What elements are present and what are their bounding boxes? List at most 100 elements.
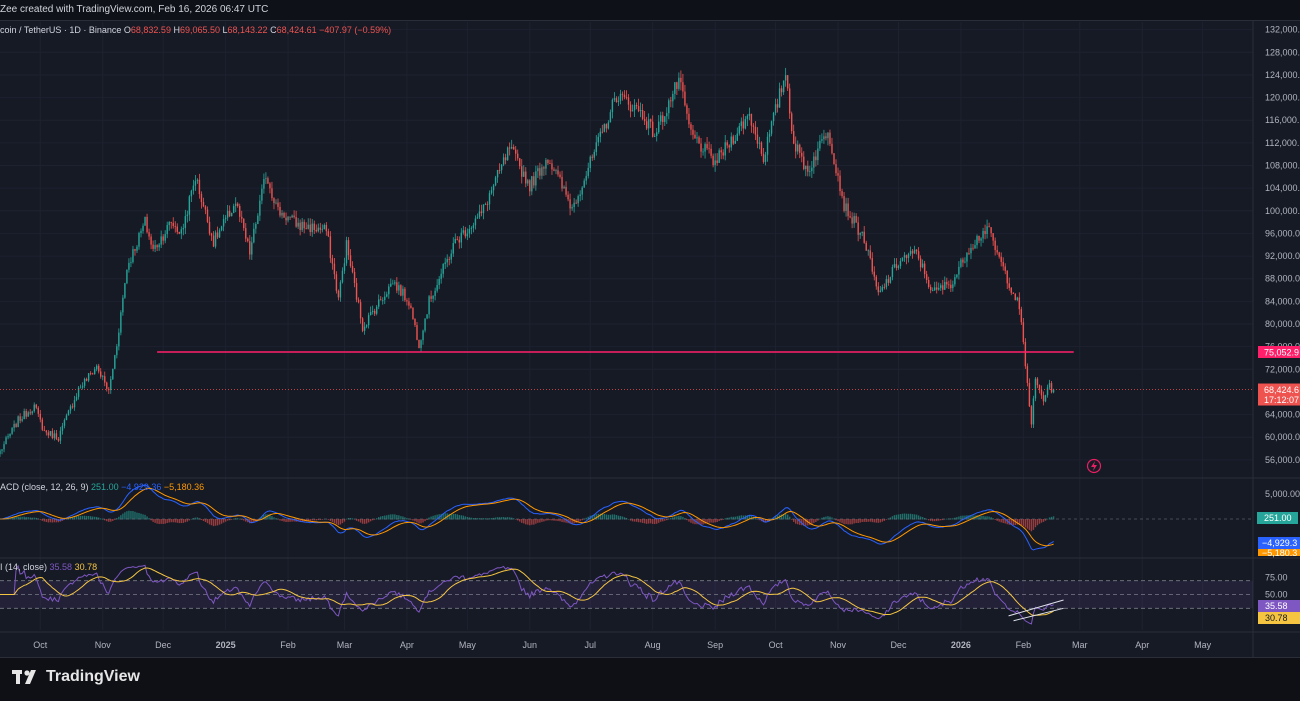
macd-histogram-bar: [468, 517, 471, 520]
ohlc-label: H: [173, 25, 180, 35]
candle-body: [825, 136, 827, 139]
macd-histogram-bar: [49, 519, 52, 523]
macd-histogram-bar: [53, 519, 56, 523]
macd-histogram-label: 251.00: [1264, 513, 1292, 523]
macd-histogram-bar: [535, 519, 537, 524]
macd-histogram-bar: [160, 519, 162, 524]
macd-histogram-bar: [224, 519, 227, 522]
macd-histogram-bar: [319, 519, 322, 520]
candle-body: [210, 233, 213, 236]
macd-histogram-bar: [664, 519, 666, 521]
macd-histogram-bar: [386, 515, 388, 520]
candle-body: [927, 279, 930, 288]
candle-body: [706, 144, 708, 149]
macd-histogram-bar: [279, 519, 281, 521]
macd-histogram-bar: [152, 519, 154, 522]
candle-body: [335, 274, 338, 291]
macd-histogram-bar: [698, 519, 700, 525]
candle-body: [621, 93, 624, 95]
tradingview-logo-icon: [12, 670, 36, 684]
macd-histogram-bar: [394, 514, 396, 520]
candle-body: [398, 285, 400, 291]
candle-body: [9, 433, 11, 437]
candle-body: [774, 104, 777, 113]
candle-body: [39, 413, 41, 420]
macd-histogram-bar: [841, 519, 843, 524]
macd-histogram-bar: [269, 514, 271, 520]
candle-body: [1022, 322, 1025, 342]
price-axis-label: 64,000.0: [1265, 410, 1300, 420]
candle-body: [277, 202, 279, 207]
macd-histogram-bar: [202, 519, 205, 522]
candle-body: [605, 124, 608, 129]
macd-histogram-bar: [331, 519, 334, 523]
candle-body: [468, 228, 471, 234]
candle-body: [200, 194, 203, 203]
macd-histogram-bar: [936, 519, 938, 522]
candle-body: [305, 228, 307, 229]
candle-body: [901, 257, 904, 261]
price-axis-label: 72,000.0: [1265, 364, 1300, 374]
candle-body: [341, 270, 344, 283]
macd-histogram-bar: [565, 519, 567, 523]
macd-histogram-bar: [398, 515, 400, 520]
macd-histogram-bar: [543, 519, 545, 522]
macd-histogram-bar: [226, 519, 229, 521]
candle-body: [416, 325, 418, 340]
macd-histogram-bar: [1040, 519, 1043, 523]
macd-histogram-bar: [633, 519, 636, 522]
macd-histogram-bar: [196, 517, 199, 520]
price-axis: 132,000. 128,000. 124,000. 120,000. 116,000.…: [1257, 25, 1300, 624]
candle-body: [809, 171, 811, 172]
candle-body: [813, 156, 815, 168]
candle-body: [484, 204, 487, 206]
macd-histogram-bar: [774, 516, 777, 520]
macd-histogram-bar: [666, 519, 668, 521]
candle-body: [519, 158, 521, 167]
candle-body: [998, 252, 1000, 257]
candle-body: [833, 153, 835, 165]
candle-body: [297, 222, 299, 227]
candle-body: [658, 121, 660, 133]
candle-body: [698, 137, 700, 144]
candle-body: [170, 222, 172, 223]
candle-body: [704, 144, 706, 152]
price-axis-label: 124,000.: [1265, 70, 1300, 80]
time-axis-label: Oct: [769, 640, 784, 650]
price-axis-label: 116,000.: [1265, 115, 1299, 125]
candle-body: [41, 419, 44, 430]
macd-histogram-bar: [1034, 519, 1037, 528]
macd-histogram-bar: [780, 514, 783, 520]
candle-body: [500, 164, 503, 171]
candle-body: [555, 170, 557, 172]
macd-histogram-bar: [885, 519, 888, 520]
macd-histogram-bar: [35, 517, 37, 520]
candle-body: [55, 433, 58, 440]
candle-body: [33, 404, 35, 412]
macd-histogram-bar: [218, 519, 221, 525]
macd-histogram-bar: [478, 518, 481, 520]
candle-body: [303, 221, 305, 229]
macd-histogram-bar: [73, 516, 76, 520]
macd-histogram-bar: [545, 519, 547, 521]
tradingview-logo-text: TradingView: [46, 668, 140, 685]
macd-line: [0, 484, 1054, 551]
macd-histogram-bar: [704, 519, 706, 524]
macd-histogram-bar: [553, 519, 555, 521]
candle-body: [512, 147, 515, 150]
macd-histogram-bar: [1022, 519, 1025, 526]
macd-histogram-bar: [369, 519, 372, 522]
macd-histogram-bar: [525, 519, 527, 525]
candle-body: [357, 299, 360, 303]
tradingview-logo[interactable]: TradingView: [12, 668, 140, 686]
candle-body: [63, 419, 66, 426]
candle-body: [1002, 261, 1004, 267]
price-chart[interactable]: 132,000. 128,000. 124,000. 120,000. 116,000.…: [0, 0, 1300, 657]
macd-histogram-bar: [273, 517, 275, 520]
macd-histogram-bar: [496, 517, 499, 520]
price-axis-label: 104,000.: [1265, 183, 1300, 193]
macd-histogram-bar: [104, 519, 106, 521]
macd-histogram-bar: [77, 515, 80, 520]
candle-body: [37, 407, 39, 414]
candle-body: [770, 121, 773, 134]
